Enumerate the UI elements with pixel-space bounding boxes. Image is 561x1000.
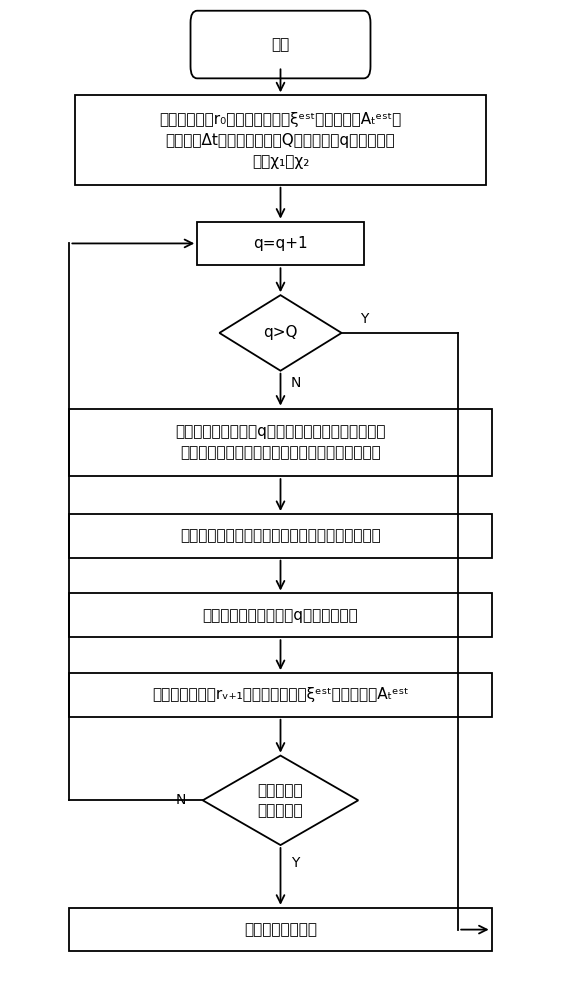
Bar <box>75 95 486 185</box>
Text: q>Q: q>Q <box>263 325 298 340</box>
Text: q=q+1: q=q+1 <box>253 236 308 251</box>
Text: 初始化：残差r₀、待估幅度向量ξᵉˢᵗ、字典矩阵Aₜᵉˢᵗ、
采样间隔Δt，最大迭代次数Q、路径索引q、迭代停止
条件χ₁和χ₂: 初始化：残差r₀、待估幅度向量ξᵉˢᵗ、字典矩阵Aₜᵉˢᵗ、 采样间隔Δt，最大… <box>159 112 402 169</box>
Text: N: N <box>176 793 186 807</box>
Bar <box>70 673 491 717</box>
Polygon shape <box>219 295 342 371</box>
Text: 两步搜索策略得到第q条路径相关的采样点并带入基
于连续时域内积函数的时延估计模型得到待求时延: 两步搜索策略得到第q条路径相关的采样点并带入基 于连续时域内积函数的时延估计模型… <box>175 424 386 460</box>
Text: Y: Y <box>360 312 368 326</box>
Bar <box>70 514 491 558</box>
Text: 输出信道估计结果: 输出信道估计结果 <box>244 922 317 937</box>
Text: N: N <box>290 376 301 390</box>
FancyBboxPatch shape <box>191 11 370 78</box>
Text: 更新变量：残差rᵥ₊₁、待估幅度向量ξᵉˢᵗ、字典矩阵Aₜᵉˢᵗ: 更新变量：残差rᵥ₊₁、待估幅度向量ξᵉˢᵗ、字典矩阵Aₜᵉˢᵗ <box>152 687 409 702</box>
Text: 利用待求时延构造新原子并与之前原子进行正交化: 利用待求时延构造新原子并与之前原子进行正交化 <box>180 528 381 543</box>
Bar <box>70 908 491 951</box>
Text: Y: Y <box>291 856 300 870</box>
Polygon shape <box>203 756 358 845</box>
Bar <box>197 222 364 265</box>
Text: 是否满足迭
代停止条件: 是否满足迭 代停止条件 <box>257 783 304 818</box>
Bar <box>70 409 491 476</box>
Text: 开始: 开始 <box>272 37 289 52</box>
Bar <box>70 593 491 637</box>
Text: 利用最小二乘法得到第q条路径的幅度: 利用最小二乘法得到第q条路径的幅度 <box>203 608 358 623</box>
